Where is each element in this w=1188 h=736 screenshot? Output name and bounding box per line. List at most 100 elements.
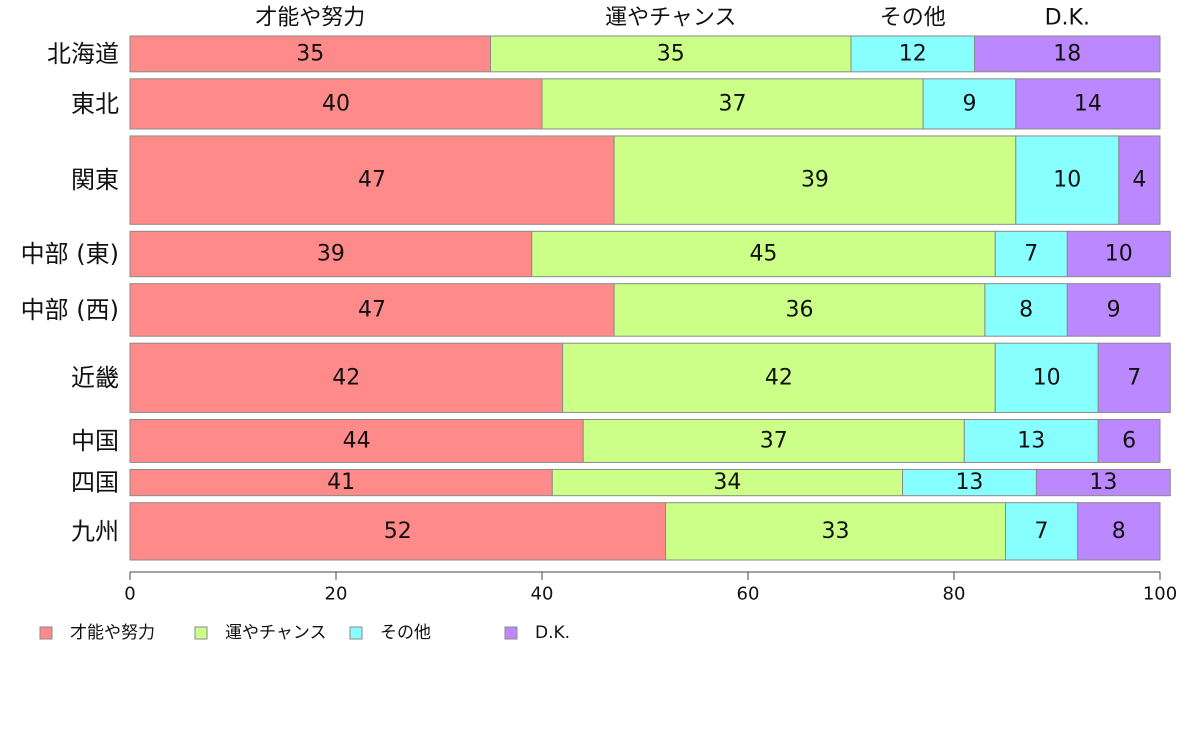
data-label: 47: [358, 297, 386, 322]
data-label: 39: [801, 168, 829, 193]
data-label: 10: [1105, 241, 1133, 266]
bars: 35 35 12 18 40 37 9 14 47 39 10 4 39 45 7 10 47 36 8 9 42 42 1…: [129, 35, 1171, 561]
legend: 才能や努力 運やチャンス その他 D.K.: [39, 623, 570, 643]
column-header: D.K.: [1045, 6, 1090, 31]
data-label: 41: [327, 470, 355, 495]
data-label: 37: [719, 91, 747, 116]
bar-segment: [129, 468, 553, 497]
bar-segment: [1035, 468, 1171, 497]
bar-segment: [963, 418, 1099, 463]
data-label: 14: [1074, 91, 1102, 116]
bar-segment: [129, 230, 533, 278]
bar-segment: [129, 283, 615, 337]
data-label: 35: [296, 41, 324, 66]
data-label: 8: [1112, 519, 1126, 544]
data-label: 36: [786, 297, 814, 322]
legend-label: 運やチャンス: [225, 623, 327, 643]
column-header: 運やチャンス: [605, 6, 736, 31]
data-label: 9: [962, 91, 976, 116]
category-label: 中国: [71, 427, 119, 455]
data-label: 6: [1122, 428, 1136, 453]
data-label: 44: [343, 428, 371, 453]
bar-segment: [531, 230, 996, 278]
column-headers: 才能や努力 運やチャンス その他 D.K.: [255, 6, 1090, 31]
data-label: 37: [760, 428, 788, 453]
data-label: 10: [1033, 365, 1061, 390]
bar-segment: [129, 135, 615, 225]
tick-label: 40: [531, 584, 554, 605]
bar-segment: [994, 342, 1099, 413]
category-label: 東北: [71, 90, 119, 118]
tick-label: 20: [325, 584, 348, 605]
x-axis: 0 20 40 60 80 100: [124, 571, 1177, 605]
tick-label: 60: [737, 584, 760, 605]
data-label: 33: [822, 519, 850, 544]
category-label: 近畿: [71, 364, 119, 392]
bar-segment: [902, 468, 1037, 497]
column-header: その他: [880, 6, 946, 31]
bar-segment: [850, 35, 976, 73]
data-label: 10: [1053, 168, 1081, 193]
data-label: 42: [765, 365, 793, 390]
category-label: 北海道: [47, 40, 119, 68]
data-label: 13: [955, 470, 983, 495]
bar-segment: [984, 283, 1068, 337]
data-label: 7: [1024, 241, 1038, 266]
data-label: 13: [1089, 470, 1117, 495]
data-label: 9: [1107, 297, 1121, 322]
category-label: 中部 (西): [21, 296, 119, 324]
data-label: 12: [899, 41, 927, 66]
tick-label: 0: [124, 584, 135, 605]
bar-segment: [129, 35, 491, 73]
data-label: 47: [358, 168, 386, 193]
data-label: 45: [749, 241, 777, 266]
data-label: 7: [1035, 519, 1049, 544]
bar-segment: [562, 342, 996, 413]
tick-label: 80: [943, 584, 966, 605]
bar-segment: [1097, 418, 1161, 463]
data-label: 4: [1132, 168, 1146, 193]
bar-segment: [490, 35, 852, 73]
bar-segment: [1015, 78, 1161, 130]
bar-segment: [613, 135, 1017, 225]
bar-segment: [613, 283, 986, 337]
bar-segment: [1097, 342, 1171, 413]
data-label: 52: [384, 519, 412, 544]
legend-swatch: [504, 626, 518, 640]
data-label: 7: [1127, 365, 1141, 390]
bar-segment: [1066, 230, 1171, 278]
legend-item: 運やチャンス: [194, 623, 327, 643]
bar-segment: [665, 502, 1006, 561]
bar-segment: [1118, 135, 1161, 225]
legend-item: 才能や努力: [39, 623, 155, 643]
legend-item: その他: [349, 623, 431, 643]
bar-segment: [541, 78, 924, 130]
bar-segment: [129, 342, 564, 413]
legend-swatch: [349, 626, 363, 640]
bar-segment: [1077, 502, 1161, 561]
column-header: 才能や努力: [255, 6, 365, 31]
legend-swatch: [39, 626, 53, 640]
data-label: 35: [657, 41, 685, 66]
category-label: 四国: [71, 469, 119, 497]
data-label: 13: [1017, 428, 1045, 453]
legend-swatch: [194, 626, 208, 640]
data-label: 40: [322, 91, 350, 116]
bar-segment: [129, 418, 584, 463]
legend-item: D.K.: [504, 623, 570, 643]
tick-label: 100: [1143, 584, 1177, 605]
category-label: 中部 (東): [21, 240, 119, 268]
data-label: 18: [1053, 41, 1081, 66]
bar-segment: [922, 78, 1017, 130]
legend-label: その他: [380, 623, 431, 643]
data-label: 8: [1019, 297, 1033, 322]
legend-label: D.K.: [535, 623, 570, 643]
bar-segment: [1005, 502, 1079, 561]
category-label: 関東: [71, 166, 119, 194]
category-label: 九州: [71, 517, 119, 545]
bar-segment: [1066, 283, 1161, 337]
bar-segment: [129, 78, 543, 130]
bar-segment: [974, 35, 1161, 73]
